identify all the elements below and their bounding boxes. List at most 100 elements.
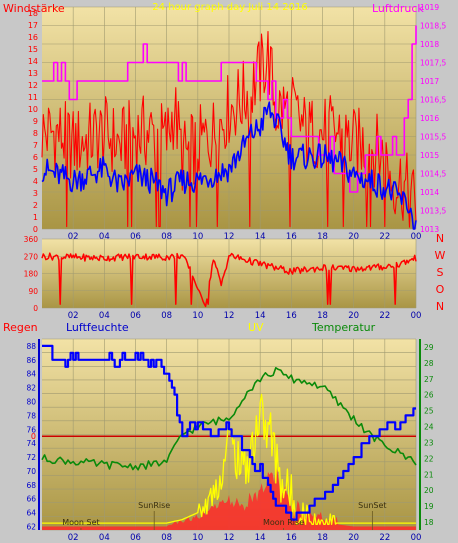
climate-panel-x-tick: 06	[130, 533, 141, 543]
wind-panel-x-tick: 06	[130, 232, 141, 242]
pressure-y-tick: 1016	[420, 114, 439, 123]
climate-panel-x-tick: 00	[411, 533, 422, 543]
wind-panel-series	[41, 25, 417, 230]
wind-y-tick: 13	[28, 69, 38, 78]
wind-y-tick: 10	[28, 105, 38, 114]
humidity-y-tick: 86	[26, 356, 36, 365]
pressure-y-tick: 1015	[420, 151, 439, 160]
temperature-y-tick: 28	[424, 359, 434, 368]
humidity-y-tick: 82	[26, 384, 36, 393]
wind-panel-x-tick: 22	[379, 232, 390, 242]
wind-panel-x-tick: 00	[411, 232, 422, 242]
climate-panel-x-tick: 22	[379, 533, 390, 543]
wind-y-tick: 5	[33, 165, 38, 174]
wind-y-tick: 3	[33, 189, 38, 198]
climate-panel-x-tick: 18	[317, 533, 328, 543]
direction-panel-x-tick: 14	[255, 311, 266, 321]
climate-panel-grid	[42, 338, 417, 531]
climate-panel-axes: 02 04 06 08 10 12 14 16 18 20 22 00 62 64 66 68 70 72 74 76…	[26, 339, 434, 543]
humidity-y-tick: 70	[26, 467, 36, 476]
direction-y-tick: 270	[24, 252, 39, 261]
humidity-y-tick: 62	[26, 523, 36, 532]
wind-y-tick: 11	[28, 93, 38, 102]
climate-panel-x-tick: 10	[192, 533, 203, 543]
direction-panel-x-tick: 18	[317, 311, 328, 321]
pressure-y-tick: 1018	[420, 40, 439, 49]
wind-panel-x-tick: 02	[68, 232, 79, 242]
direction-panel-x-tick: 08	[161, 311, 172, 321]
humidity-y-tick: 64	[26, 509, 36, 518]
humidity-y-tick: 88	[26, 342, 36, 351]
humidity-y-tick: 74	[26, 439, 36, 448]
wind-y-tick: 4	[33, 177, 38, 186]
temperature-y-tick: 19	[424, 502, 434, 511]
temperature-y-tick: 27	[424, 375, 434, 384]
event-label: SunSet	[358, 501, 386, 510]
climate-panel-x-tick: 12	[224, 533, 235, 543]
pressure-y-tick: 1015,5	[420, 133, 446, 142]
wind-panel-x-tick: 20	[348, 232, 359, 242]
wind-speed-label: Windstärke	[3, 2, 65, 15]
direction-panel-x-tick: 02	[68, 311, 79, 321]
pressure-y-tick: 1017	[420, 77, 439, 86]
wind-y-tick: 2	[33, 201, 38, 210]
direction-y-tick: 360	[24, 235, 39, 244]
climate-panel-x-tick: 04	[99, 533, 110, 543]
temperature-y-tick: 25	[424, 407, 434, 416]
wind-y-tick: 17	[28, 21, 38, 30]
event-label: SunRise	[138, 501, 170, 510]
wind-panel-x-tick: 08	[161, 232, 172, 242]
wind-panel-x-tick: 16	[286, 232, 297, 242]
humidity-line	[42, 344, 416, 521]
wind-y-tick: 14	[28, 57, 38, 66]
wind-y-tick: 12	[28, 81, 38, 90]
temperature-y-tick: 26	[424, 391, 434, 400]
wind-y-tick: 6	[33, 153, 38, 162]
climate-panel-x-tick: 16	[286, 533, 297, 543]
compass-label: N	[436, 232, 444, 245]
humidity-y-tick: 80	[26, 398, 36, 407]
wind-gust-line	[41, 30, 417, 228]
temperature-line	[41, 366, 417, 471]
event-labels: Moon Set SunRise Moon Rise SunSet	[62, 501, 387, 530]
pressure-line	[42, 25, 417, 193]
direction-panel-x-tick: 00	[411, 311, 422, 321]
pressure-y-tick: 1013,5	[420, 207, 446, 216]
wind-y-tick: 18	[28, 9, 38, 18]
direction-y-tick: 180	[24, 270, 39, 279]
humidity-y-tick: 68	[26, 481, 36, 490]
pressure-y-tick: 1017,5	[420, 59, 446, 68]
wind-panel-x-tick: 18	[317, 232, 328, 242]
pressure-y-tick: 1014,5	[420, 170, 446, 179]
wind-y-tick: 8	[33, 129, 38, 138]
uv-label: UV	[248, 321, 264, 334]
pressure-label: Luftdruck	[372, 2, 424, 15]
humidity-y-tick: 84	[26, 370, 36, 379]
humidity-y-tick: 78	[26, 411, 36, 420]
pressure-y-tick: 1016,5	[420, 96, 446, 105]
wind-speed-line	[41, 101, 417, 230]
solar-area	[42, 465, 416, 530]
humidity-label: Luftfeuchte	[66, 321, 129, 334]
wind-panel-x-tick: 14	[255, 232, 266, 242]
wind-panel-axes: 02 04 06 08 10 12 14 16 18 20 22 000123456789101112…	[28, 3, 447, 242]
humidity-y-tick: 72	[26, 453, 36, 462]
temperature-y-tick: 23	[424, 438, 434, 447]
climate-panel-series	[41, 344, 417, 530]
wind-y-tick: 0	[33, 225, 38, 234]
direction-panel-x-tick: 22	[379, 311, 390, 321]
pressure-y-tick: 1018,5	[420, 22, 446, 31]
compass-label: W	[435, 249, 446, 262]
direction-panel-grid	[42, 238, 417, 309]
wind-panel-x-tick: 04	[99, 232, 110, 242]
wind-panel-x-tick: 12	[224, 232, 235, 242]
direction-panel-x-tick: 04	[99, 311, 110, 321]
temperature-y-tick: 24	[424, 423, 434, 432]
event-label: Moon Set	[62, 518, 99, 527]
direction-panel-x-tick: 10	[192, 311, 203, 321]
event-label: Moon Rise	[263, 518, 304, 527]
wind-y-tick: 7	[33, 141, 38, 150]
chart-title: 24 hour graph day Juli 14 2016	[152, 2, 307, 13]
direction-y-tick: 90	[28, 287, 38, 296]
